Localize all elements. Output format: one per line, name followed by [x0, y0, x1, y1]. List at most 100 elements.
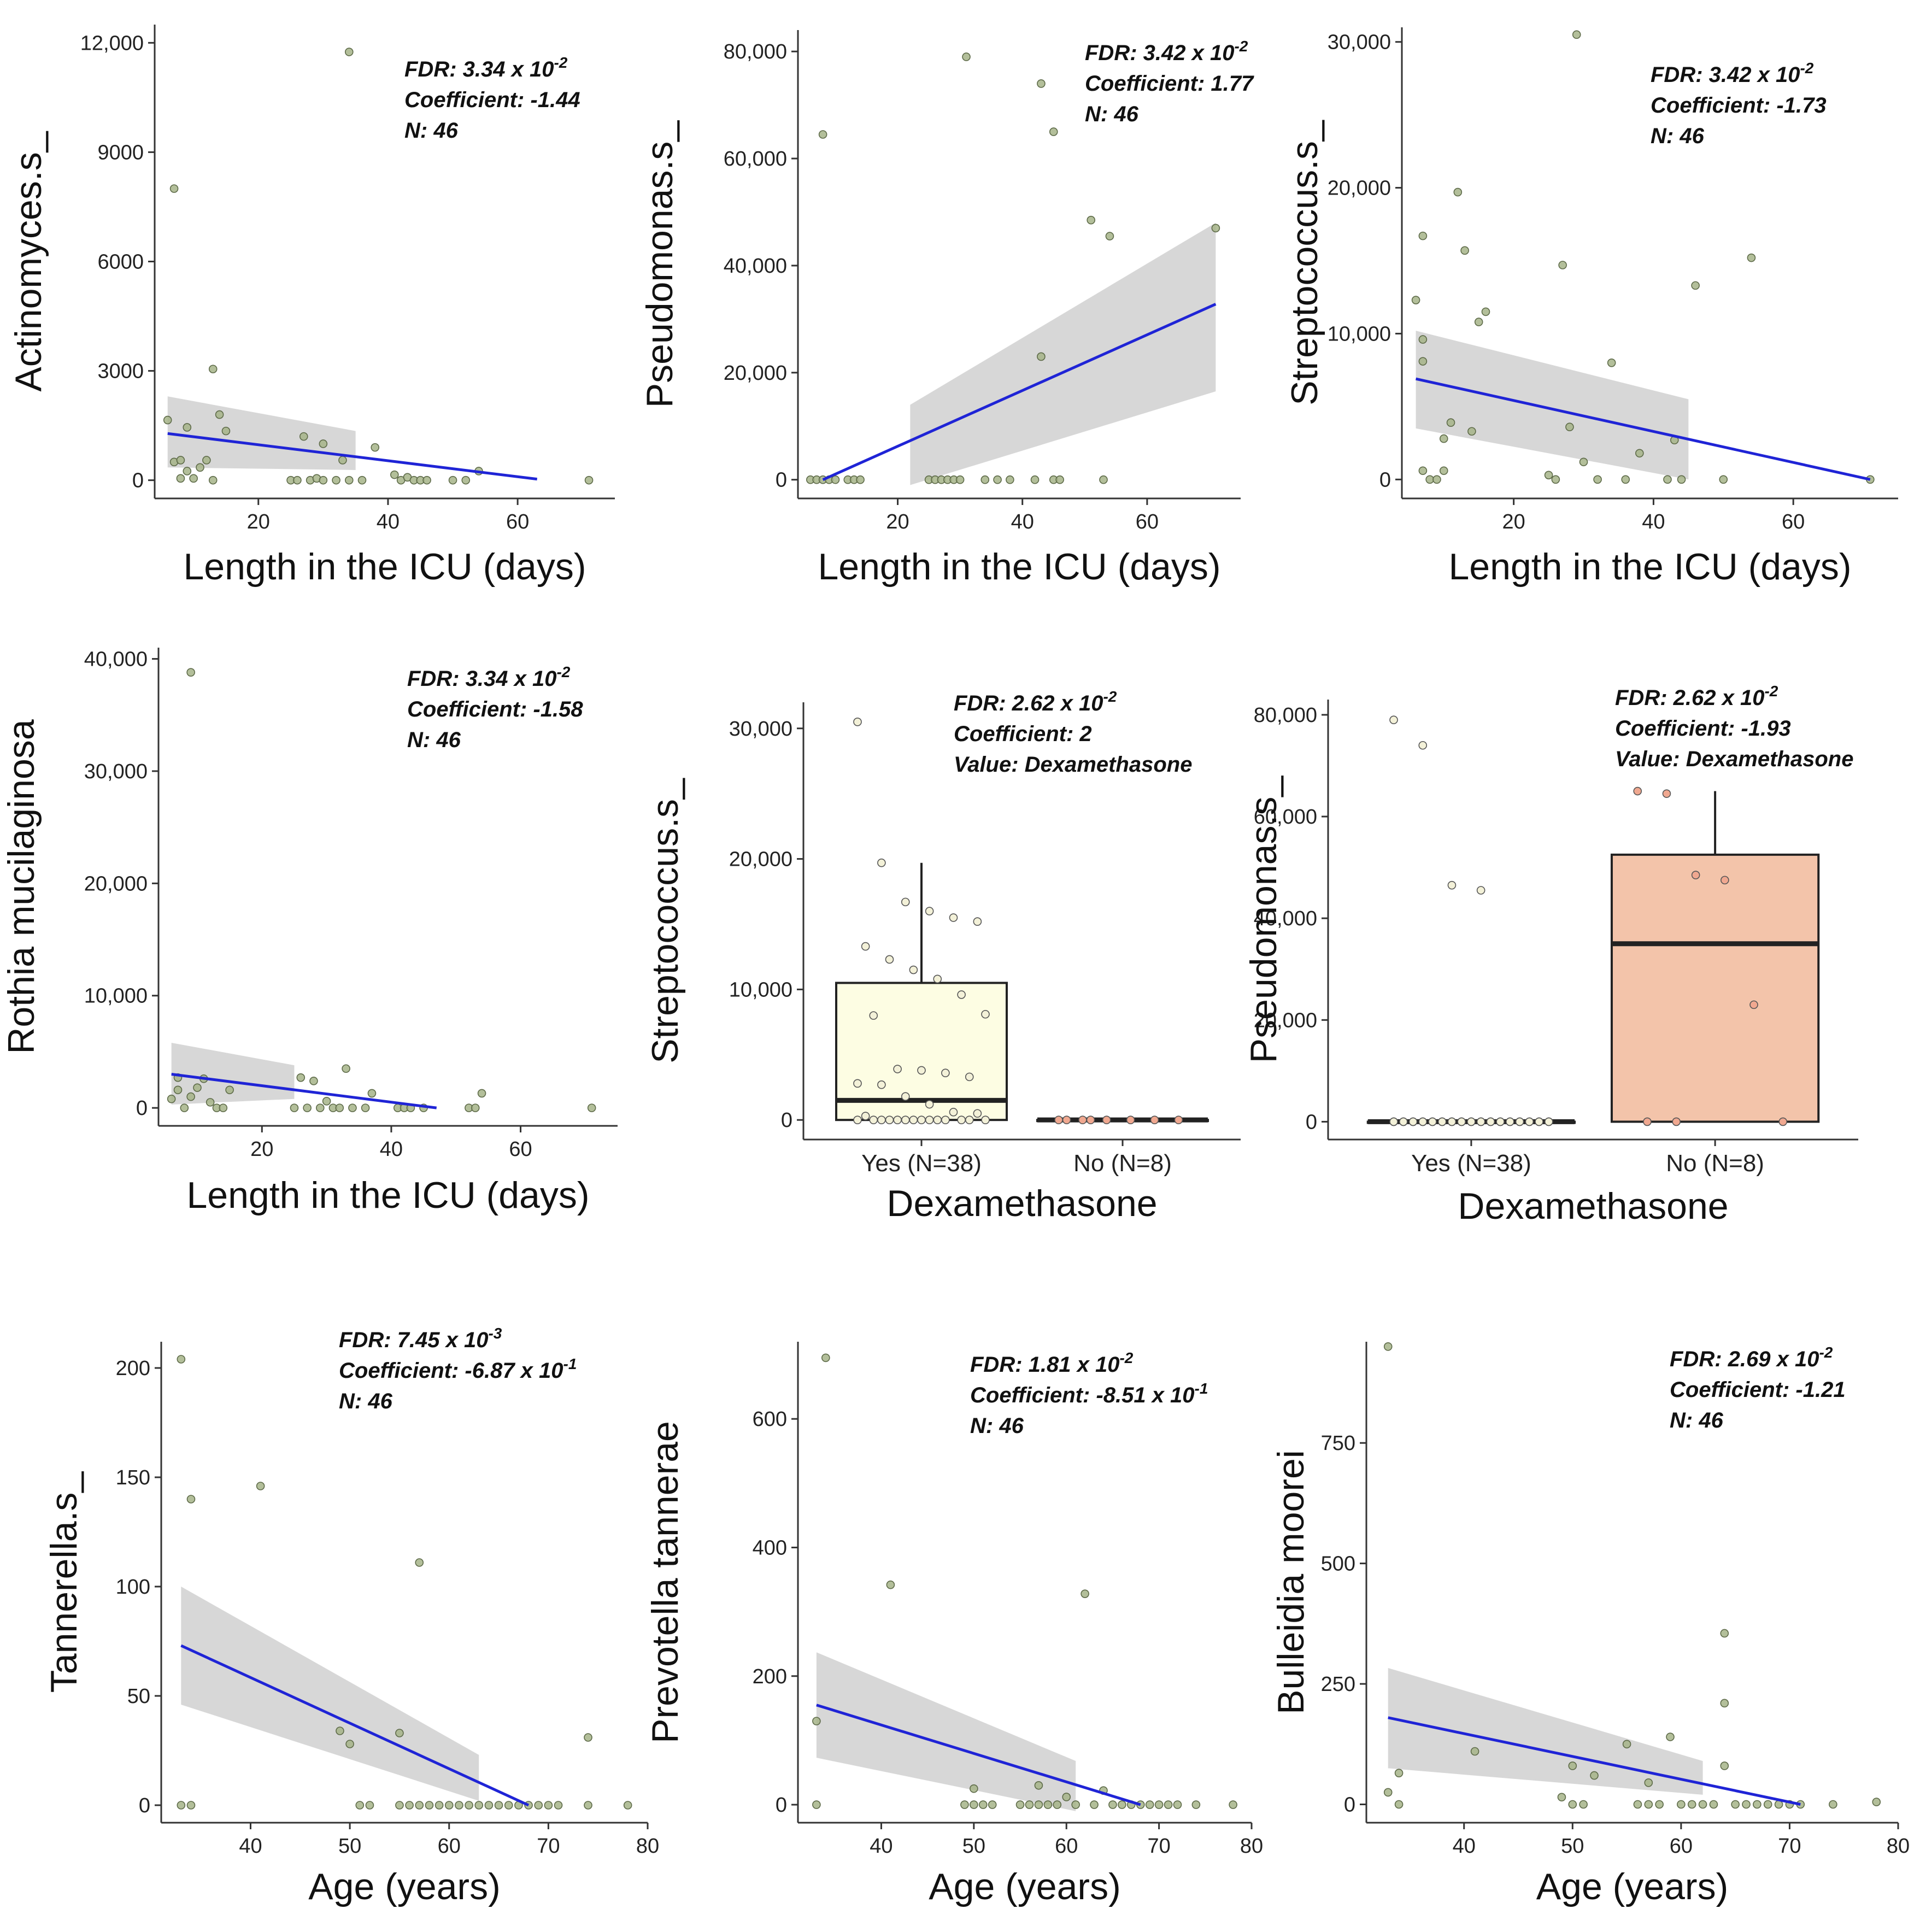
- y-tick-label: 50: [127, 1685, 150, 1708]
- panel-p3: 0 10,000 20,000 30,000 20 40 60 Length in the I…: [1284, 27, 1898, 588]
- data-point: [893, 1065, 902, 1073]
- data-point: [1062, 1793, 1071, 1801]
- data-point: [1118, 1800, 1126, 1809]
- data-point: [1034, 1800, 1043, 1809]
- annotation-exponent: -2: [1800, 60, 1813, 77]
- data-point: [395, 1729, 404, 1737]
- data-point: [1394, 1800, 1404, 1809]
- data-point: [225, 1085, 234, 1095]
- annotation-line: FDR: 3.42 x 10-2: [1085, 38, 1248, 65]
- y-tick-label: 0: [136, 1097, 148, 1120]
- annotation-text: FDR: 3.34 x 10: [404, 57, 554, 81]
- data-point: [818, 130, 827, 139]
- data-point: [917, 1066, 926, 1075]
- data-point: [1691, 281, 1700, 290]
- y-tick-label: 500: [1321, 1553, 1355, 1576]
- confidence-band: [171, 1043, 295, 1105]
- data-point: [344, 475, 354, 485]
- annotation-text: N: 46: [970, 1414, 1024, 1438]
- data-point: [1418, 335, 1428, 344]
- x-tick-label: 50: [338, 1835, 361, 1858]
- data-point: [322, 1097, 331, 1106]
- panel-p2: 0 20,000 40,000 60,000 80,000 20 40 60 Length in…: [639, 30, 1254, 588]
- annotation-line: Coefficient: -8.51 x 10-1: [970, 1380, 1208, 1407]
- y-axis-title: Streptococcus.s_: [644, 778, 686, 1064]
- data-point: [293, 475, 302, 485]
- data-point: [494, 1801, 503, 1810]
- data-point: [367, 1089, 377, 1098]
- x-tick-label: 60: [1055, 1835, 1078, 1858]
- data-point: [1439, 434, 1448, 443]
- annotation-text: FDR: 1.81 x 10: [970, 1353, 1119, 1377]
- data-point: [189, 474, 198, 483]
- trend-line: [171, 1073, 437, 1109]
- x-axis-title: Age (years): [308, 1866, 500, 1907]
- data-point: [1437, 1117, 1447, 1126]
- data-point: [1054, 1115, 1063, 1124]
- annotation-text: Coefficient: -1.44: [404, 88, 580, 112]
- data-point: [1030, 475, 1040, 484]
- annotation-line: Coefficient: -1.21: [1670, 1378, 1846, 1402]
- data-point: [1486, 1117, 1495, 1126]
- data-point: [957, 990, 966, 999]
- category-label: Yes (N=38): [1411, 1150, 1531, 1177]
- data-point: [1742, 1800, 1751, 1809]
- trend-line: [1416, 377, 1871, 481]
- data-point: [219, 1103, 228, 1112]
- category-label: Yes (N=38): [861, 1150, 982, 1177]
- x-tick-label: 20: [1502, 510, 1525, 533]
- y-tick-label: 80,000: [1254, 704, 1317, 727]
- y-tick-label: 30,000: [729, 718, 792, 741]
- data-point: [1102, 1115, 1111, 1124]
- annotation-text: FDR: 2.69 x 10: [1670, 1347, 1819, 1371]
- data-point: [869, 1115, 878, 1124]
- y-tick-label: 20,000: [724, 362, 787, 385]
- data-point: [471, 1103, 480, 1112]
- data-point: [978, 1800, 988, 1809]
- data-point: [1481, 307, 1490, 316]
- data-point: [415, 1801, 424, 1810]
- data-point: [886, 1580, 895, 1589]
- data-point: [1621, 475, 1630, 484]
- data-point: [335, 1103, 344, 1112]
- data-point: [477, 1089, 486, 1098]
- data-point: [1418, 231, 1428, 240]
- data-point: [1691, 871, 1700, 879]
- annotation-text: Coefficient: -1.21: [1670, 1378, 1846, 1402]
- y-tick-label: 6000: [97, 251, 144, 274]
- data-point: [1655, 1800, 1664, 1809]
- data-point: [1394, 1769, 1404, 1777]
- panel-p6: 0 20,000 40,000 60,000 80,000 Dexamethasone Ps…: [1243, 683, 1858, 1227]
- data-point: [193, 1083, 202, 1092]
- y-axis-title: Tannerella.s_: [43, 1471, 85, 1693]
- data-point: [303, 1103, 312, 1112]
- data-point: [1049, 127, 1058, 136]
- data-point: [1389, 1117, 1398, 1126]
- data-point: [1496, 1117, 1505, 1126]
- x-tick-label: 60: [506, 510, 529, 533]
- data-point: [345, 1740, 354, 1748]
- data-point: [319, 475, 328, 485]
- data-point: [1383, 1342, 1393, 1351]
- trend-line: [180, 1644, 530, 1807]
- data-point: [1470, 1747, 1479, 1756]
- data-point: [933, 974, 942, 984]
- data-point: [1447, 880, 1457, 890]
- box-group: [835, 718, 1008, 1124]
- data-point: [342, 1064, 350, 1073]
- data-point: [221, 426, 231, 436]
- data-point: [909, 965, 918, 974]
- data-point: [965, 1072, 974, 1082]
- data-point: [1720, 1629, 1729, 1638]
- annotation-text: FDR: 2.62 x 10: [954, 691, 1103, 715]
- y-tick-label: 10,000: [729, 978, 792, 1001]
- data-point: [1043, 1800, 1053, 1809]
- annotation-line: FDR: 3.42 x 10-2: [1651, 60, 1814, 87]
- data-point: [202, 456, 211, 465]
- data-point: [186, 1801, 196, 1810]
- data-point: [901, 1092, 910, 1101]
- data-point: [1558, 261, 1567, 269]
- data-point: [1037, 79, 1046, 88]
- data-point: [461, 475, 471, 485]
- x-axis-title: Length in the ICU (days): [1448, 546, 1851, 588]
